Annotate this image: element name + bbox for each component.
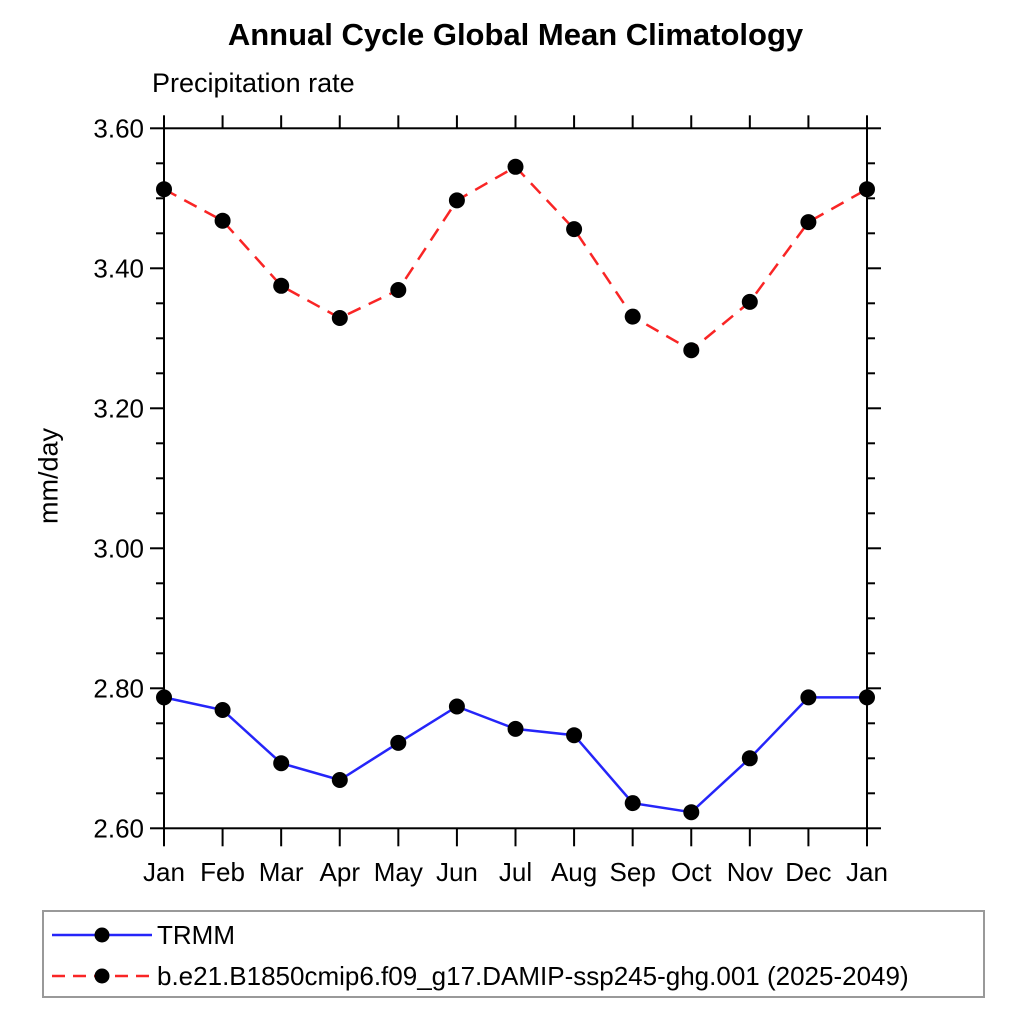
x-axis-tick-label: Mar — [259, 857, 304, 887]
data-point-0-apr — [331, 772, 348, 788]
x-axis-tick-label: Jan — [143, 857, 185, 887]
data-point-1-aug — [566, 221, 583, 238]
y-axis-tick-label: 3.40 — [93, 253, 144, 283]
data-point-1-jul — [507, 158, 524, 175]
data-point-1-may — [390, 282, 407, 298]
x-axis-tick-label: Jan — [846, 857, 888, 887]
data-point-0-mar — [273, 755, 290, 772]
legend-entry-trmm: TRMM — [50, 914, 235, 956]
data-point-0-jun — [448, 698, 465, 715]
x-axis-tick-label: Apr — [320, 857, 361, 887]
series-line-0 — [163, 696, 867, 814]
data-point-0-aug — [566, 727, 583, 744]
legend-label-model: b.e21.B1850cmip6.f09_g17.DAMIP-ssp245-gh… — [157, 961, 909, 991]
data-point-1-nov — [741, 293, 758, 310]
chart-title: Annual Cycle Global Mean Climatology — [227, 17, 804, 52]
y-axis-tick-label: 3.00 — [93, 533, 144, 563]
data-point-0-may — [390, 734, 407, 751]
chart-subtitle: Precipitation rate — [152, 68, 355, 98]
legend-sample-trmm-line — [52, 927, 152, 943]
data-point-0-oct — [683, 804, 700, 821]
data-point-1-dec — [800, 214, 817, 231]
data-point-1-mar — [273, 277, 290, 294]
x-axis-tick-label: Feb — [200, 857, 245, 887]
data-point-1-apr — [331, 310, 348, 326]
x-axis-tick-label: Sep — [610, 857, 656, 887]
y-axis-tick-label: 2.80 — [93, 673, 144, 703]
plot-frame — [163, 127, 868, 830]
series-line-1 — [163, 165, 868, 352]
legend-entry-model: b.e21.B1850cmip6.f09_g17.DAMIP-ssp245-gh… — [50, 955, 909, 997]
data-point-0-jul — [507, 720, 524, 737]
x-axis-tick-label: Jul — [499, 857, 532, 887]
data-point-0-sep — [624, 795, 641, 812]
x-axis-tick-label: Nov — [727, 857, 773, 887]
data-point-1-feb — [214, 212, 231, 229]
data-point-0-jan — [859, 689, 875, 706]
y-axis-tick-label: 3.20 — [93, 393, 144, 423]
x-axis-tick-label: Oct — [671, 857, 712, 887]
legend: TRMM b.e21.B1850cmip6.f09_g17.DAMIP-ssp2… — [42, 910, 985, 998]
data-point-1-jun — [448, 192, 465, 209]
x-axis-tick-label: Jun — [436, 857, 478, 887]
data-point-1-jan — [156, 181, 172, 198]
data-point-1-jan — [859, 181, 875, 198]
data-point-1-oct — [683, 342, 700, 359]
data-point-0-nov — [741, 750, 758, 767]
x-axis-tick-label: May — [374, 857, 423, 887]
data-point-0-feb — [214, 702, 231, 718]
legend-label-trmm: TRMM — [157, 920, 235, 950]
y-axis-tick-label: 2.60 — [93, 813, 144, 843]
data-point-0-dec — [800, 689, 817, 706]
x-axis-tick-label: Aug — [551, 857, 597, 887]
legend-sample-model-line — [52, 968, 152, 984]
x-axis-tick-label: Dec — [785, 857, 831, 887]
y-axis-tick-label: 3.60 — [93, 113, 144, 143]
data-point-1-sep — [624, 308, 641, 325]
data-point-0-jan — [156, 689, 172, 706]
